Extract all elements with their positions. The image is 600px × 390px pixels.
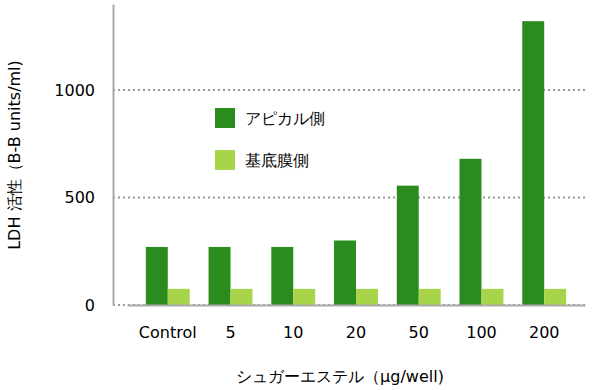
x-tick: Control [139,305,197,342]
x-tick-label: Control [139,323,197,342]
y-tick-label: 0 [85,296,95,315]
bar [334,241,356,306]
bar [271,247,293,305]
x-tick-label: 50 [409,323,429,342]
bar [397,186,419,305]
bar-series [168,289,566,305]
x-tick-label: 20 [346,323,366,342]
bar [168,289,190,305]
bar [481,289,503,305]
y-axis-title: LDH 活性（B-B units/ml) [5,60,24,250]
bar [293,289,315,305]
bar [356,289,378,305]
legend-item: アピカル側 [215,108,325,128]
y-tick-label: 500 [64,188,95,207]
x-tick-label: 200 [529,323,560,342]
x-tick-label: 10 [283,323,303,342]
x-axis: Control 5 10 20 50 100 200 [128,305,586,342]
legend-swatch [215,150,235,170]
x-tick-label: 100 [466,323,497,342]
x-tick: 50 [409,305,429,342]
x-axis-title: シュガーエステル（μg/well) [236,367,444,386]
legend-swatch [215,108,235,128]
legend-label: アピカル側 [245,109,325,128]
legend: アピカル側基底膜側 [215,108,325,170]
y-tick: 500 [64,188,113,207]
y-axis-line [113,5,115,306]
x-tick: 100 [466,305,497,342]
bar-series [146,21,544,305]
y-tick: 0 [85,296,113,315]
x-tick: 10 [283,305,303,342]
grid [113,90,585,305]
x-tick-label: 5 [225,323,235,342]
bar [231,289,253,305]
bar [209,247,231,305]
legend-label: 基底膜側 [245,151,309,170]
y-axis: 0 500 1000 [54,5,113,315]
bars [146,21,566,305]
grid-line [113,89,585,91]
bar [419,289,441,305]
legend-item: 基底膜側 [215,150,309,170]
x-tick: 20 [346,305,366,342]
grid-line [113,197,585,199]
chart: Control 5 10 20 50 100 200 0 500 1000 シュガーエステル（μg/… [0,0,600,390]
bar [460,159,482,305]
bar [146,247,168,305]
bar [544,289,566,305]
bar [522,21,544,305]
x-tick: 200 [529,305,560,342]
y-tick: 1000 [54,81,113,100]
x-axis-line [128,305,586,307]
y-tick-label: 1000 [54,81,95,100]
x-tick: 5 [225,305,235,342]
